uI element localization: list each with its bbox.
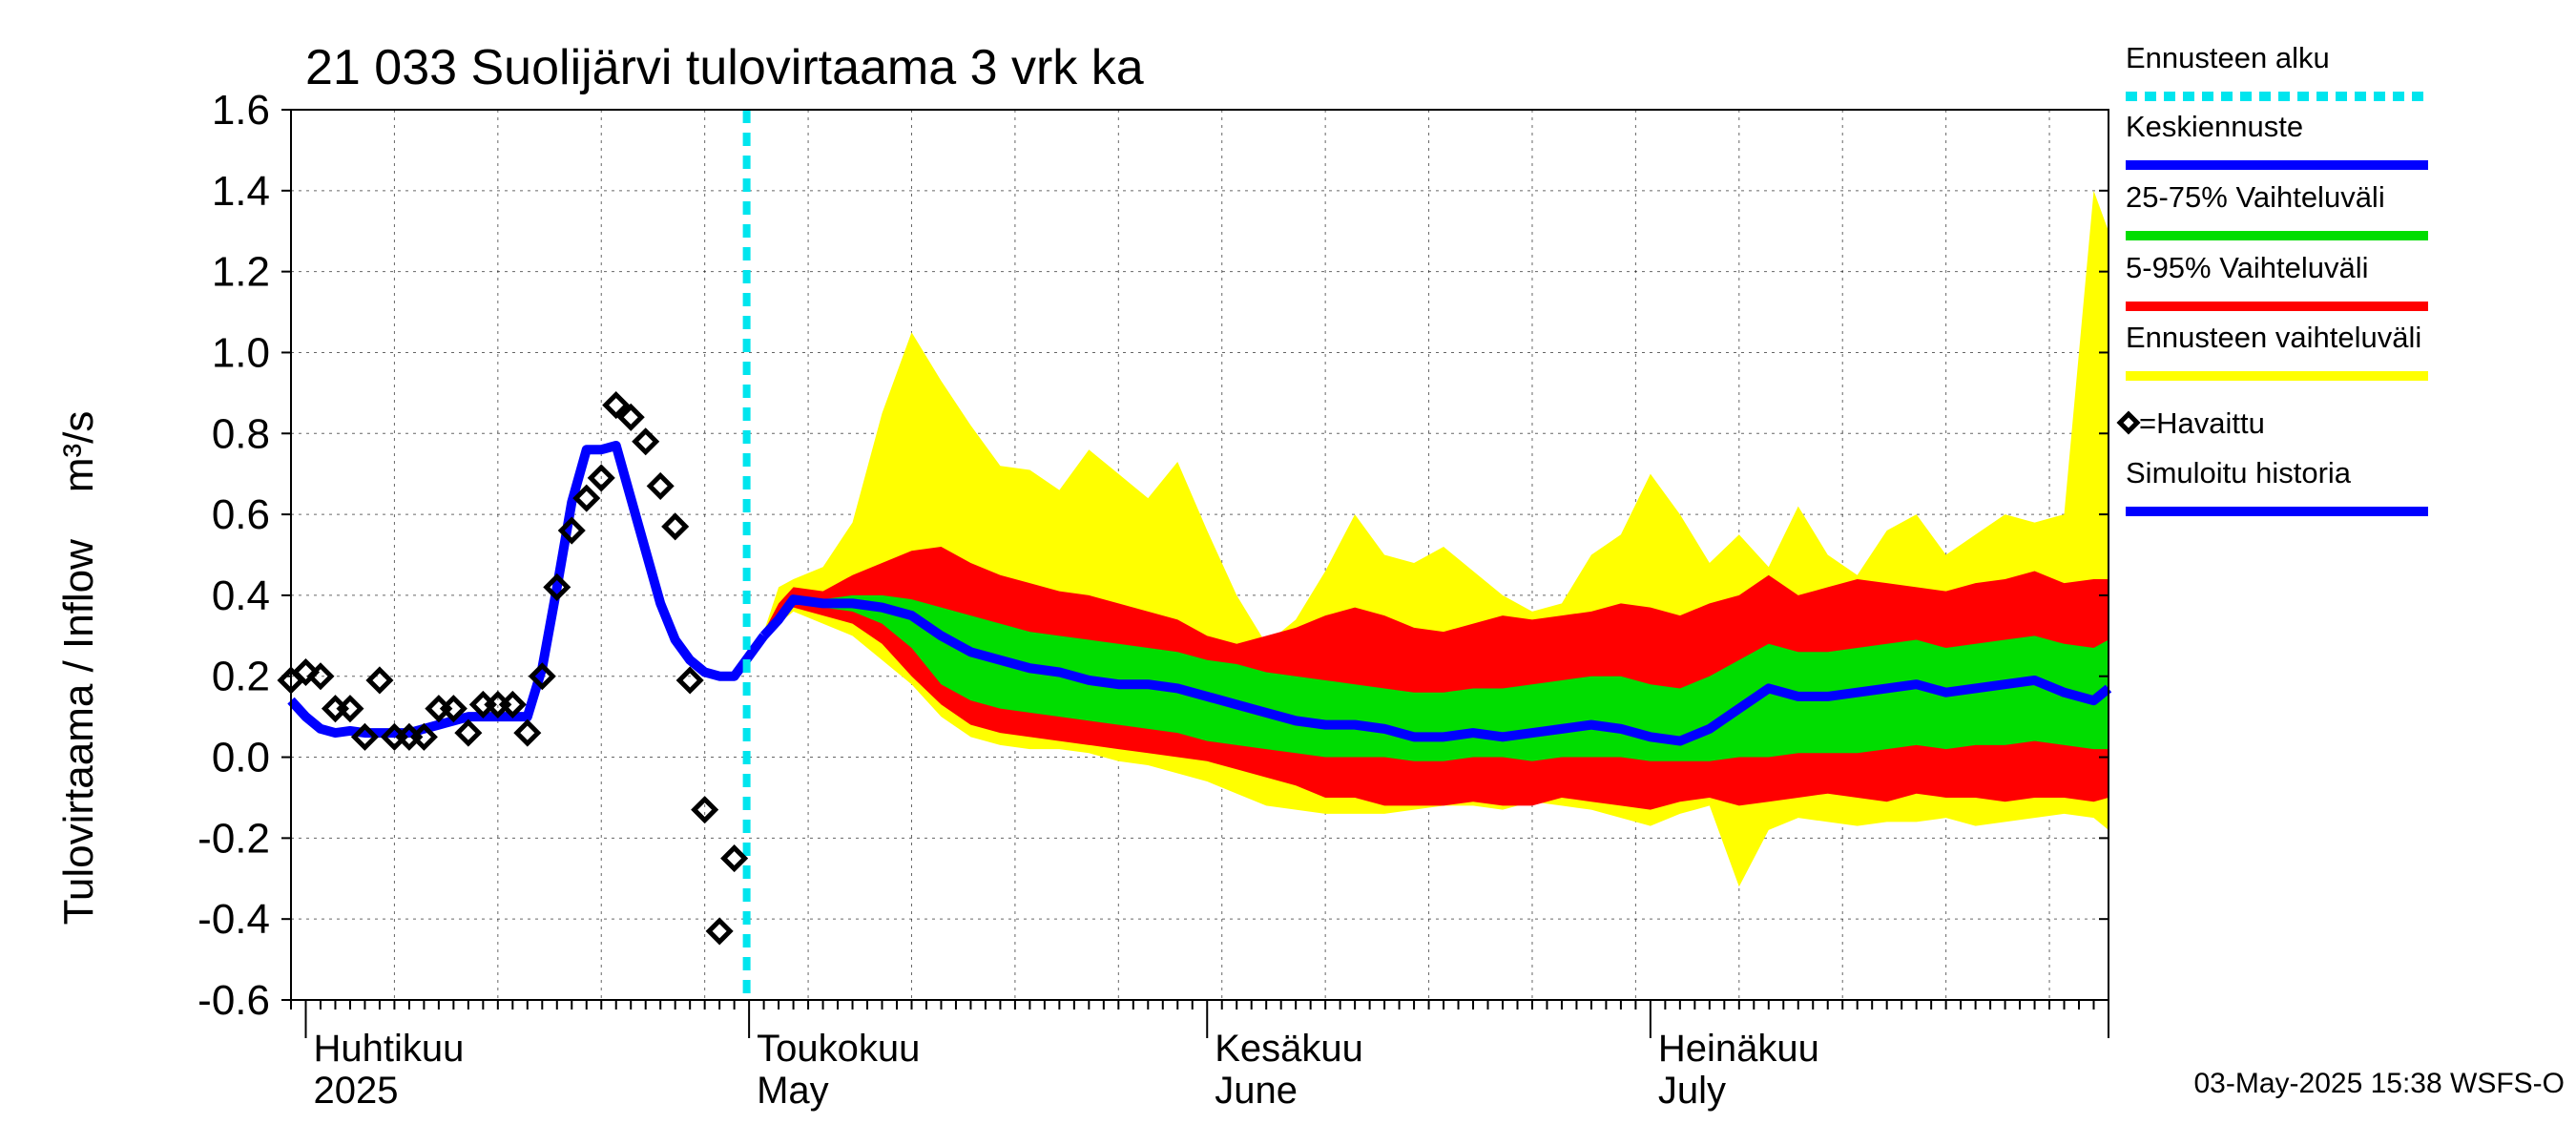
- legend-label: Keskiennuste: [2126, 110, 2303, 143]
- y-tick-label: 1.2: [212, 249, 270, 296]
- y-tick-label: 1.4: [212, 168, 270, 215]
- legend-label: Ennusteen vaihteluväli: [2126, 321, 2421, 354]
- month-label-en: June: [1215, 1070, 1298, 1112]
- observed-point: [409, 722, 438, 751]
- observed-point: [498, 690, 527, 718]
- observed-point: [365, 666, 394, 695]
- month-label-fi: Huhtikuu: [313, 1028, 464, 1070]
- y-tick-label: 1.0: [212, 329, 270, 376]
- observed-point: [557, 516, 586, 545]
- observed-point: [720, 844, 749, 873]
- band-25-75: [763, 594, 2109, 761]
- footer-timestamp: 03-May-2025 15:38 WSFS-O: [2194, 1068, 2566, 1099]
- y-tick-label: 0.4: [212, 572, 270, 619]
- plot-area: -0.6 -0.4 -0.2 0.0 0.2 0.4 0.6 0.8 1.0 1.2 1.4 1.6 H…: [197, 87, 2112, 1112]
- observed-point: [675, 666, 704, 695]
- observed-point: [454, 718, 483, 747]
- y-tick-label: 0.2: [212, 654, 270, 700]
- observed-point: [306, 662, 335, 691]
- legend-marker-observed: [2116, 410, 2141, 435]
- plot-frame: [290, 109, 2109, 1001]
- y-tick-label: 0.0: [212, 735, 270, 781]
- observed-point: [572, 484, 601, 512]
- legend-label: =Havaittu: [2139, 406, 2265, 440]
- y-tick-label: 0.6: [212, 491, 270, 538]
- y-tick-label: -0.2: [197, 815, 270, 862]
- month-label-fi: Kesäkuu: [1215, 1028, 1363, 1070]
- observed-point: [350, 722, 379, 751]
- month-label-en: 2025: [313, 1070, 398, 1112]
- observed-point: [616, 403, 645, 431]
- observed-point: [291, 657, 321, 687]
- month-label-en: May: [757, 1070, 829, 1112]
- observed-point: [439, 695, 467, 723]
- legend-label: Ennusteen alku: [2126, 41, 2330, 74]
- month-label-en: July: [1658, 1070, 1726, 1112]
- median-forecast-line: [759, 594, 2112, 746]
- observed-point: [691, 796, 719, 824]
- y-tick-label: 0.8: [212, 410, 270, 457]
- observed-point: [705, 917, 734, 946]
- observed-point: [602, 391, 631, 420]
- observed-point: [543, 572, 571, 601]
- legend-label: Simuloitu historia: [2126, 456, 2352, 489]
- observed-point: [632, 427, 660, 456]
- observed-point: [528, 662, 556, 691]
- chart-title: 21 033 Suolijärvi tulovirtaama 3 vrk ka: [305, 40, 1144, 95]
- legend-label: 5-95% Vaihteluväli: [2126, 251, 2368, 284]
- observed-point: [587, 464, 615, 492]
- legend: Ennusteen alku Keskiennuste 25-75% Vaihtel…: [2116, 41, 2428, 516]
- month-label-fi: Heinäkuu: [1658, 1028, 1819, 1070]
- observed-point: [646, 471, 675, 500]
- y-tick-label: 1.6: [212, 87, 270, 134]
- legend-label: 25-75% Vaihteluväli: [2126, 180, 2385, 214]
- month-label-fi: Toukokuu: [757, 1028, 920, 1070]
- y-axis-label: Tulovirtaama / Inflow m³/s: [55, 411, 102, 926]
- observed-point: [336, 695, 364, 723]
- y-tick-label: -0.4: [197, 896, 270, 943]
- observed-point: [661, 512, 690, 541]
- y-tick-label: -0.6: [197, 977, 270, 1024]
- observed-point: [513, 718, 542, 747]
